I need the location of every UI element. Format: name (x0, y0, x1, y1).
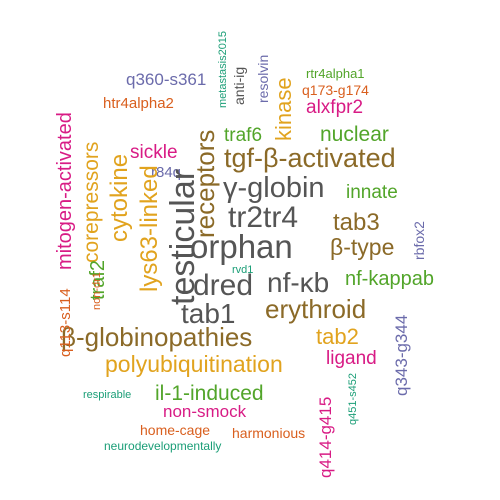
word-tab2: tab2 (316, 324, 359, 349)
word-q414-g415: q414-g415 (316, 396, 335, 478)
word-tab3: tab3 (333, 209, 380, 236)
word-neurodevelopmentally: neurodevelopmentally (104, 439, 222, 453)
word-innate: innate (346, 182, 398, 203)
word-orphan: orphan (190, 228, 293, 265)
word-rtr4alpha1: rtr4alpha1 (306, 66, 365, 81)
word-alxfpr2: alxfpr2 (306, 97, 364, 118)
word-rbfox2: rbfox2 (411, 221, 427, 260)
word-beta-globinopathies: β-globinopathies (61, 322, 253, 352)
word-anti-ig: anti-ig (231, 66, 247, 105)
word-tr2tr4: tr2tr4 (228, 201, 299, 234)
word-receptors: receptors (190, 129, 220, 238)
word-ligand: ligand (326, 348, 377, 369)
word-non-dr1: non-dr1 (91, 272, 103, 310)
word-mitogen-activated: mitogen-activated (54, 112, 76, 270)
word-htr4alpha2: htr4alpha2 (103, 95, 174, 112)
word-nf-kb: nf-κb (267, 267, 330, 298)
word-resolvin: resolvin (255, 54, 271, 103)
word-sickle: sickle (130, 142, 178, 163)
word-rvd1: rvd1 (232, 264, 254, 276)
word-beta-type: β-type (330, 234, 395, 260)
word-q113-s114: q113-s114 (57, 288, 74, 357)
word-cytokine: cytokine (106, 153, 133, 242)
word-gamma-globin: γ-globin (223, 172, 325, 204)
word-harmonious: harmonious (232, 425, 306, 441)
word-kinase: kinase (271, 77, 296, 141)
word-nuclear: nuclear (320, 123, 389, 146)
word-r84q: r84q (151, 164, 182, 181)
word-il-1-induced: il-1-induced (155, 382, 264, 405)
word-q360-s361: q360-s361 (126, 70, 207, 89)
word-q451-s452: q451-s452 (347, 373, 359, 425)
word-q343-g344: q343-g344 (392, 314, 411, 396)
word-q173-g174: q173-g174 (302, 82, 369, 98)
word-tab1: tab1 (181, 298, 236, 329)
word-lys63-linked: lys63-linked (136, 165, 163, 292)
word-non-smock: non-smock (163, 402, 247, 421)
word-nf-kappab: nf-kappab (345, 268, 434, 290)
word-metastasis2015: metastasis2015 (217, 30, 229, 108)
word-traf6: traf6 (224, 125, 263, 146)
word-erythroid: erythroid (265, 294, 367, 324)
word-home-cage: home-cage (140, 422, 211, 438)
word-polyubiquitination: polyubiquitination (105, 351, 283, 377)
word-respirable: respirable (83, 389, 132, 401)
word-corepressors: corepressors (80, 141, 103, 263)
word-dred: dred (193, 269, 254, 302)
word-tgf-beta-activated: tgf-β-activated (224, 143, 396, 173)
